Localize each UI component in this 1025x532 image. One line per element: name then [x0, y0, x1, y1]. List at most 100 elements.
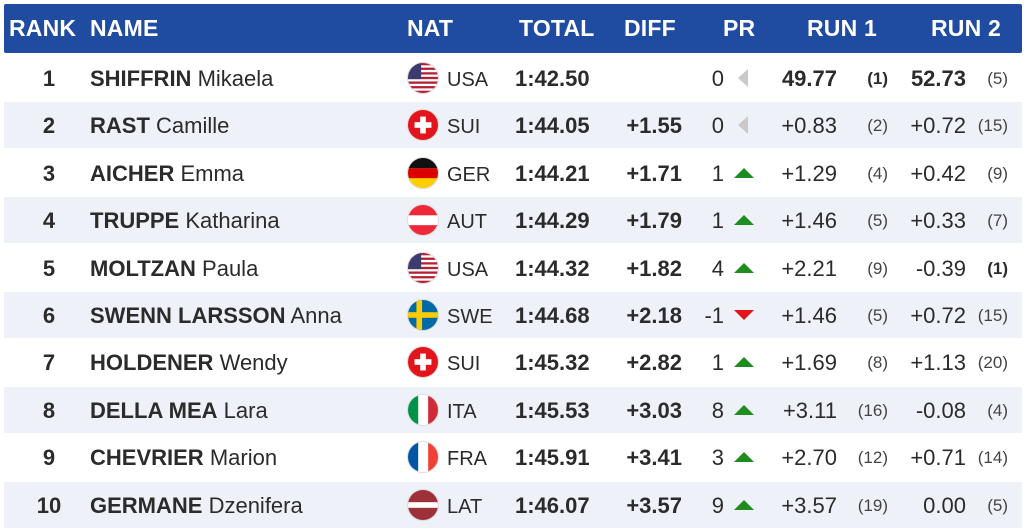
run2-time: +0.72	[910, 113, 966, 139]
run2-time: 0.00	[923, 492, 966, 518]
arrow-left-icon	[738, 116, 748, 135]
run1-time: +1.46	[781, 208, 837, 234]
rank-cell: 6	[42, 303, 56, 328]
arrow-up-icon	[734, 215, 754, 226]
total-time: 1:45.53	[515, 397, 590, 423]
diff-time	[604, 55, 682, 101]
athlete-last-name: RAST	[90, 113, 150, 139]
athlete-name[interactable]: HOLDENER Wendy	[90, 339, 288, 385]
diff-time: +3.57	[626, 492, 682, 518]
table-row[interactable]: 1 SHIFFRIN Mikaela USA 1:42.50 0 49.77 (1) 52.7…	[4, 55, 1022, 102]
athlete-name[interactable]: RAST Camille	[90, 102, 229, 148]
run2-position: (7)	[987, 211, 1008, 231]
athlete-name[interactable]: SWENN LARSSON Anna	[90, 292, 342, 338]
run2-time: +0.33	[910, 208, 966, 234]
table-row[interactable]: 6 SWENN LARSSON Anna SWE 1:44.68 +2.18 -1 +1.4…	[4, 292, 1022, 339]
nation-code: ITA	[447, 400, 477, 423]
athlete-name[interactable]: SHIFFRIN Mikaela	[90, 55, 273, 101]
swe-flag-icon	[407, 299, 439, 331]
sui-flag-icon	[407, 346, 439, 379]
nation-code: USA	[447, 258, 489, 281]
athlete-first-name: Katharina	[185, 208, 280, 234]
diff-time: +1.71	[626, 160, 682, 186]
row-divider	[4, 195, 1022, 197]
table-header: RANK NAME NAT TOTAL DIFF PR RUN 1 RUN 2	[4, 4, 1022, 53]
table-row[interactable]: 2 RAST Camille SUI 1:44.05 +1.55 0 +0.83 (2) +0.…	[4, 102, 1022, 150]
athlete-name[interactable]: TRUPPE Katharina	[90, 197, 280, 243]
table-row[interactable]: 5 MOLTZAN Paula USA 1:44.32 +1.82 4 +2.21 (9) -0…	[4, 245, 1022, 292]
total-time: 1:44.32	[515, 255, 590, 281]
run1-position: (1)	[867, 69, 888, 88]
athlete-name[interactable]: CHEVRIER Marion	[90, 434, 277, 480]
position-change: 8	[711, 397, 724, 423]
rank-cell: 9	[42, 445, 56, 471]
athlete-name[interactable]: AICHER Emma	[90, 150, 244, 196]
run2-time: +0.71	[910, 445, 966, 471]
total-time: 1:42.50	[515, 66, 590, 91]
athlete-last-name: MOLTZAN	[90, 255, 196, 281]
arrow-up-icon	[734, 452, 754, 463]
position-change: 4	[711, 255, 724, 281]
athlete-name[interactable]: MOLTZAN Paula	[90, 245, 258, 291]
diff-time: +1.55	[626, 113, 682, 139]
ita-flag-icon	[407, 393, 439, 426]
header-pr[interactable]: PR	[723, 15, 756, 41]
arrow-up-icon	[734, 357, 754, 368]
row-divider	[4, 290, 1022, 292]
header-nat[interactable]: NAT	[407, 15, 454, 41]
athlete-first-name: Camille	[156, 113, 230, 139]
header-rank[interactable]: RANK	[9, 15, 77, 41]
diff-time: +3.41	[626, 445, 682, 471]
run1-time: +2.21	[781, 255, 837, 281]
run1-position: (9)	[867, 258, 888, 278]
total-time: 1:46.07	[515, 492, 590, 518]
rank-cell: 1	[42, 66, 56, 91]
rank-cell: 7	[42, 350, 56, 376]
table-row[interactable]: 8 DELLA MEA Lara ITA 1:45.53 +3.03 8 +3.11 (16)…	[4, 386, 1022, 434]
arrow-up-icon	[734, 262, 754, 273]
table-row[interactable]: 10 GERMANE Dzenifera LAT 1:46.07 +3.57 9 +3.57…	[4, 481, 1022, 529]
total-time: 1:45.32	[515, 350, 590, 376]
athlete-first-name: Emma	[180, 160, 245, 186]
run1-time: +1.29	[781, 160, 837, 186]
sui-flag-icon	[407, 109, 439, 142]
athlete-first-name: Marion	[209, 445, 278, 471]
athlete-name[interactable]: DELLA MEA Lara	[90, 387, 268, 433]
position-change: 3	[711, 445, 724, 471]
row-divider	[4, 243, 1022, 245]
nation-code: GER	[447, 163, 491, 186]
run2-position: (15)	[977, 116, 1008, 136]
run1-time: +1.69	[781, 350, 837, 376]
run2-time: -0.08	[915, 397, 966, 423]
athlete-last-name: SWENN LARSSON	[90, 303, 286, 328]
total-time: 1:44.29	[515, 208, 590, 234]
header-diff[interactable]: DIFF	[624, 15, 676, 41]
diff-time: +1.79	[626, 208, 682, 234]
header-run2[interactable]: RUN 2	[931, 15, 1002, 41]
header-run1[interactable]: RUN 1	[807, 15, 878, 41]
rank-cell: 8	[42, 397, 56, 423]
rank-cell: 3	[42, 160, 56, 186]
header-total[interactable]: TOTAL	[519, 15, 595, 41]
position-change: 0	[711, 66, 724, 91]
run2-position: (20)	[977, 353, 1008, 373]
arrow-down-icon	[734, 310, 754, 320]
header-name[interactable]: NAME	[90, 15, 159, 41]
row-divider	[4, 338, 1022, 339]
nation-code: FRA	[447, 448, 487, 471]
nation-code: SWE	[447, 306, 493, 328]
run2-position: (5)	[987, 495, 1008, 515]
run2-time: +1.13	[910, 350, 966, 376]
table-row[interactable]: 9 CHEVRIER Marion FRA 1:45.91 +3.41 3 +2.70 (12…	[4, 434, 1022, 482]
row-divider	[4, 480, 1022, 482]
athlete-name[interactable]: GERMANE Dzenifera	[90, 482, 303, 528]
diff-time: +2.82	[626, 350, 682, 376]
run2-time: +0.72	[910, 303, 966, 328]
run2-position: (5)	[987, 69, 1008, 88]
arrow-up-icon	[734, 499, 754, 510]
table-row[interactable]: 3 AICHER Emma GER 1:44.21 +1.71 1 +1.29 (4) +0.4…	[4, 150, 1022, 197]
table-row[interactable]: 4 TRUPPE Katharina AUT 1:44.29 +1.79 1 +1.46 (5…	[4, 197, 1022, 245]
table-row[interactable]: 7 HOLDENER Wendy SUI 1:45.32 +2.82 1 +1.69 (8) +…	[4, 339, 1022, 387]
run1-time: +3.57	[781, 492, 837, 518]
athlete-last-name: HOLDENER	[90, 350, 214, 376]
